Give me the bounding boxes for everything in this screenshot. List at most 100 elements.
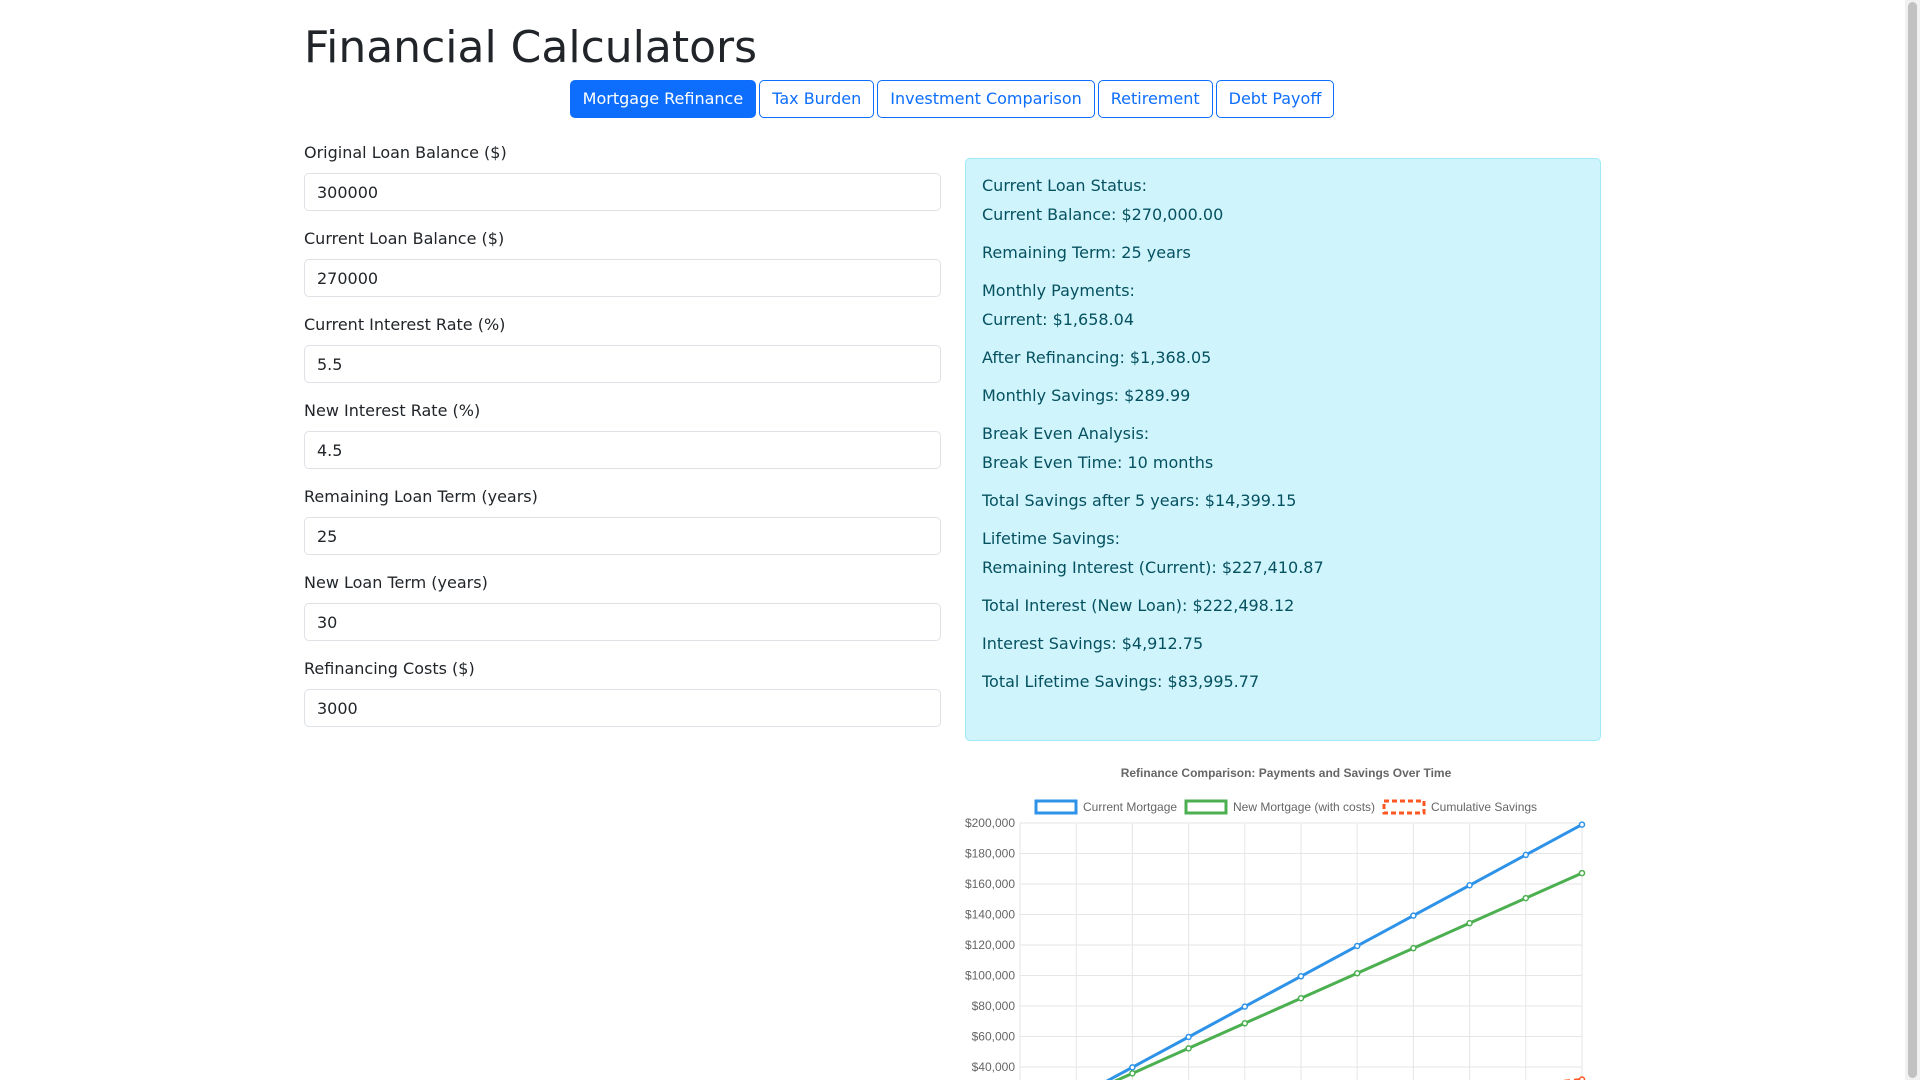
data-point[interactable] (1129, 1064, 1136, 1071)
data-point[interactable] (1129, 1070, 1136, 1077)
data-point[interactable] (1297, 994, 1305, 1002)
original-loan-balance-group: Original Loan Balance ($) (304, 140, 941, 226)
total-interest-new-section: Total Interest (New Loan): $222,498.12 (982, 591, 1584, 620)
data-point[interactable] (1522, 894, 1530, 902)
new-loan-term-input[interactable] (304, 603, 941, 641)
total-lifetime-savings-section: Total Lifetime Savings: $83,995.77 (982, 667, 1584, 696)
after-refinancing-text: After Refinancing: $1,368.05 (982, 348, 1212, 367)
data-point[interactable] (1297, 973, 1305, 980)
remaining-loan-term-label: Remaining Loan Term (years) (304, 487, 538, 506)
current-balance-text: Current Balance: $270,000.00 (982, 205, 1224, 224)
interest-savings-section: Interest Savings: $4,912.75 (982, 629, 1584, 658)
new-interest-rate-label: New Interest Rate (%) (304, 401, 481, 420)
calculator-tabs: Mortgage Refinance Tax Burden Investment… (304, 80, 1600, 118)
remaining-term-text: Remaining Term: 25 years (982, 243, 1191, 262)
current-interest-rate-label: Current Interest Rate (%) (304, 315, 506, 334)
remaining-interest-current-text: Remaining Interest (Current): $227,410.8… (982, 558, 1324, 577)
remaining-term-section: Remaining Term: 25 years (982, 238, 1584, 267)
legend-swatch[interactable] (1034, 799, 1078, 815)
total-interest-new-text: Total Interest (New Loan): $222,498.12 (982, 596, 1295, 615)
total-lifetime-savings-text: Total Lifetime Savings: $83,995.77 (982, 672, 1260, 691)
current-loan-balance-input[interactable] (304, 259, 941, 297)
monthly-payments-section: Monthly Payments: Current: $1,658.04 (982, 276, 1584, 334)
refinancing-costs-group: Refinancing Costs ($) (304, 656, 941, 742)
current-payment-text: Current: $1,658.04 (982, 310, 1134, 329)
new-interest-rate-group: New Interest Rate (%) (304, 398, 941, 484)
break-even-section: Break Even Analysis: Break Even Time: 10… (982, 419, 1584, 477)
y-tick-label: $140,000 (965, 908, 1015, 922)
after-refinancing-section: After Refinancing: $1,368.05 (982, 343, 1584, 372)
page-title: Financial Calculators (304, 22, 758, 73)
data-point[interactable] (1466, 882, 1473, 889)
refinance-chart: Refinance Comparison: Payments and Savin… (965, 758, 1601, 1080)
tab-retirement[interactable]: Retirement (1097, 80, 1213, 118)
refinance-form: Original Loan Balance ($) Current Loan B… (304, 140, 941, 742)
chart-y-axis: $40,000 $60,000 $80,000 $100,000 $120,000 $14… (965, 816, 1015, 1074)
series-line (1113, 871, 1583, 1080)
legend-label[interactable]: New Mortgage (with costs) (1233, 800, 1375, 814)
chart-title: Refinance Comparison: Payments and Savin… (1121, 766, 1452, 780)
data-point[interactable] (1522, 851, 1530, 859)
refinancing-costs-label: Refinancing Costs ($) (304, 659, 475, 678)
chart-series (1105, 821, 1586, 1080)
tab-tax-burden[interactable]: Tax Burden (759, 80, 875, 118)
data-point[interactable] (1241, 1020, 1249, 1027)
legend-label[interactable]: Cumulative Savings (1431, 800, 1537, 814)
tab-debt-payoff[interactable]: Debt Payoff (1215, 80, 1335, 118)
refinance-chart-svg: Refinance Comparison: Payments and Savin… (965, 766, 1586, 1080)
y-tick-label: $60,000 (972, 1030, 1016, 1044)
current-loan-balance-label: Current Loan Balance ($) (304, 229, 505, 248)
tab-investment-comparison[interactable]: Investment Comparison (877, 80, 1095, 118)
data-point[interactable] (1185, 1033, 1192, 1041)
y-tick-label: $180,000 (965, 847, 1015, 861)
legend-swatch[interactable] (1382, 799, 1426, 815)
results-panel: Current Loan Status: Current Balance: $2… (965, 158, 1601, 741)
data-point[interactable] (1466, 919, 1473, 927)
current-interest-rate-input[interactable] (304, 345, 941, 383)
data-point[interactable] (1410, 912, 1417, 919)
y-tick-label: $80,000 (972, 999, 1016, 1013)
y-tick-label: $120,000 (965, 938, 1015, 952)
scrollbar-thumb[interactable] (1908, 2, 1917, 1078)
legend-swatch[interactable] (1184, 799, 1228, 815)
monthly-savings-section: Monthly Savings: $289.99 (982, 381, 1584, 410)
current-loan-balance-group: Current Loan Balance ($) (304, 226, 941, 312)
new-loan-term-group: New Loan Term (years) (304, 570, 941, 656)
y-tick-label: $100,000 (965, 969, 1015, 983)
remaining-loan-term-group: Remaining Loan Term (years) (304, 484, 941, 570)
current-loan-status-heading: Current Loan Status: (982, 176, 1148, 195)
data-point[interactable] (1241, 1003, 1249, 1010)
monthly-savings-text: Monthly Savings: $289.99 (982, 386, 1191, 405)
lifetime-savings-section: Lifetime Savings: Remaining Interest (Cu… (982, 524, 1584, 582)
series-line (1105, 823, 1583, 1080)
data-point[interactable] (1410, 944, 1417, 952)
y-tick-label: $200,000 (965, 816, 1015, 830)
current-loan-status-section: Current Loan Status: Current Balance: $2… (982, 171, 1584, 229)
y-tick-label: $160,000 (965, 877, 1015, 891)
five-year-savings-section: Total Savings after 5 years: $14,399.15 (982, 486, 1584, 515)
chart-grid (1019, 822, 1583, 1080)
page-scrollbar[interactable] (1905, 0, 1920, 1080)
data-point[interactable] (1185, 1045, 1192, 1052)
tab-mortgage-refinance[interactable]: Mortgage Refinance (569, 80, 757, 118)
refinancing-costs-input[interactable] (304, 689, 941, 727)
new-loan-term-label: New Loan Term (years) (304, 573, 488, 592)
legend-label[interactable]: Current Mortgage (1083, 800, 1177, 814)
data-point[interactable] (1578, 869, 1586, 877)
break-even-time-text: Break Even Time: 10 months (982, 453, 1214, 472)
five-year-savings-text: Total Savings after 5 years: $14,399.15 (982, 491, 1297, 510)
break-even-heading: Break Even Analysis: (982, 424, 1150, 443)
remaining-loan-term-input[interactable] (304, 517, 941, 555)
current-interest-rate-group: Current Interest Rate (%) (304, 312, 941, 398)
original-loan-balance-input[interactable] (304, 173, 941, 211)
new-interest-rate-input[interactable] (304, 431, 941, 469)
original-loan-balance-label: Original Loan Balance ($) (304, 143, 507, 162)
data-point[interactable] (1353, 942, 1361, 950)
data-point[interactable] (1578, 821, 1586, 828)
interest-savings-text: Interest Savings: $4,912.75 (982, 634, 1204, 653)
y-tick-label: $40,000 (972, 1060, 1016, 1074)
monthly-payments-heading: Monthly Payments: (982, 281, 1135, 300)
chart-legend: Current Mortgage New Mortgage (with costs… (1034, 799, 1537, 815)
data-point[interactable] (1353, 969, 1361, 977)
